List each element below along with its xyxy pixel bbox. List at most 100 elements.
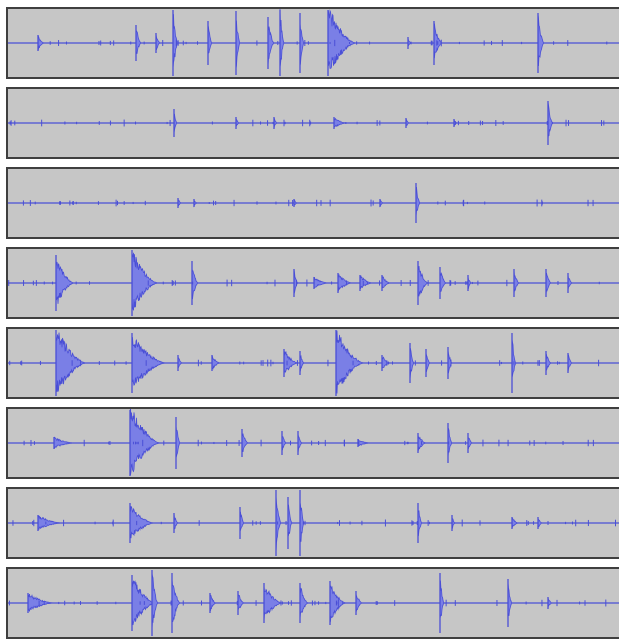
waveform-burst (467, 433, 473, 453)
waveform-envelope (299, 587, 310, 620)
waveform-burst (263, 583, 283, 623)
waveform-burst (55, 330, 86, 396)
waveform (8, 330, 619, 396)
waveform-envelope (545, 272, 552, 296)
waveform-envelope (172, 14, 179, 69)
waveform-burst (439, 573, 445, 633)
waveform-burst (235, 117, 240, 129)
waveform-burst (173, 109, 178, 137)
waveform-envelope (299, 22, 305, 67)
waveform-envelope (381, 276, 391, 289)
waveform-envelope (211, 354, 221, 370)
waveform-burst (547, 597, 553, 609)
waveform-burst (297, 431, 303, 455)
waveform-burst (267, 17, 275, 69)
waveform-burst (239, 507, 245, 539)
waveform-envelope (537, 518, 543, 529)
waveform-burst (379, 199, 385, 208)
waveform-envelope (507, 582, 513, 617)
waveform-envelope (171, 578, 181, 623)
waveform-envelope (263, 585, 283, 621)
waveform-envelope (567, 274, 573, 291)
waveform-envelope (357, 438, 370, 447)
audio-track-1[interactable] (6, 7, 619, 79)
waveform-envelope (283, 350, 299, 375)
waveform-burst (37, 35, 45, 51)
waveform-burst (275, 490, 282, 556)
waveform-burst (405, 118, 411, 128)
waveform-envelope (207, 24, 213, 55)
waveform-burst (511, 333, 517, 393)
waveform-burst (155, 33, 161, 53)
waveform-burst (407, 37, 413, 49)
waveform-burst (299, 13, 305, 73)
waveform-burst (37, 515, 62, 531)
waveform-envelope (545, 353, 552, 372)
waveform-burst (545, 269, 552, 297)
waveform-envelope (425, 352, 431, 373)
waveform-envelope (177, 356, 184, 369)
waveform-burst (175, 417, 181, 469)
waveform-burst (281, 431, 287, 455)
waveform-burst (313, 276, 328, 289)
waveform-burst (129, 503, 154, 543)
waveform-burst (299, 351, 305, 375)
waveform-burst (135, 25, 142, 61)
audio-track-6[interactable] (6, 407, 619, 479)
waveform-envelope (55, 332, 86, 392)
waveform-burst (537, 13, 545, 73)
waveform-burst (381, 275, 391, 291)
waveform-envelope (299, 353, 305, 372)
waveform-burst (545, 351, 552, 375)
waveform-burst (273, 117, 278, 129)
waveform (8, 9, 619, 76)
waveform-burst (235, 11, 241, 75)
waveform-burst (415, 183, 421, 223)
waveform-envelope (191, 268, 199, 300)
waveform-burst (333, 117, 346, 129)
waveform-envelope (335, 330, 365, 394)
waveform-envelope (415, 186, 421, 218)
waveform-burst (241, 429, 250, 457)
waveform-envelope (439, 271, 448, 294)
audio-track-4[interactable] (6, 247, 619, 319)
waveform (8, 570, 619, 636)
waveform-envelope (333, 117, 346, 129)
waveform-envelope (355, 593, 364, 613)
waveform-burst (425, 349, 431, 377)
waveform-envelope (409, 347, 415, 380)
waveform-envelope (155, 34, 161, 51)
audio-track-2[interactable] (6, 87, 619, 159)
audio-track-8[interactable] (6, 567, 619, 639)
waveform-burst (53, 436, 74, 449)
waveform-envelope (37, 35, 45, 51)
waveform-envelope (279, 9, 285, 68)
waveform (8, 490, 619, 556)
waveform-envelope (327, 9, 356, 69)
waveform-envelope (237, 593, 246, 611)
waveform-burst (55, 255, 75, 311)
waveform-burst (567, 273, 573, 293)
waveform-burst (293, 199, 299, 207)
waveform-burst (171, 573, 181, 633)
waveform-burst (211, 354, 221, 371)
waveform-burst (129, 409, 161, 476)
waveform-burst (337, 273, 352, 293)
waveform (8, 183, 619, 223)
waveform-envelope (567, 354, 573, 373)
waveform-burst (131, 250, 158, 316)
waveform-burst (357, 438, 370, 447)
waveform-envelope (239, 511, 245, 532)
audio-track-3[interactable] (6, 167, 619, 239)
waveform-burst (327, 9, 356, 76)
waveform-burst (439, 267, 448, 299)
waveform-burst (417, 261, 430, 305)
waveform-envelope (417, 265, 430, 297)
waveform-burst (279, 9, 285, 76)
waveform-burst (359, 275, 372, 291)
waveform-envelope (281, 435, 287, 452)
waveform-burst (409, 343, 415, 383)
audio-track-7[interactable] (6, 487, 619, 559)
audio-track-5[interactable] (6, 327, 619, 399)
waveform-burst (511, 517, 519, 529)
